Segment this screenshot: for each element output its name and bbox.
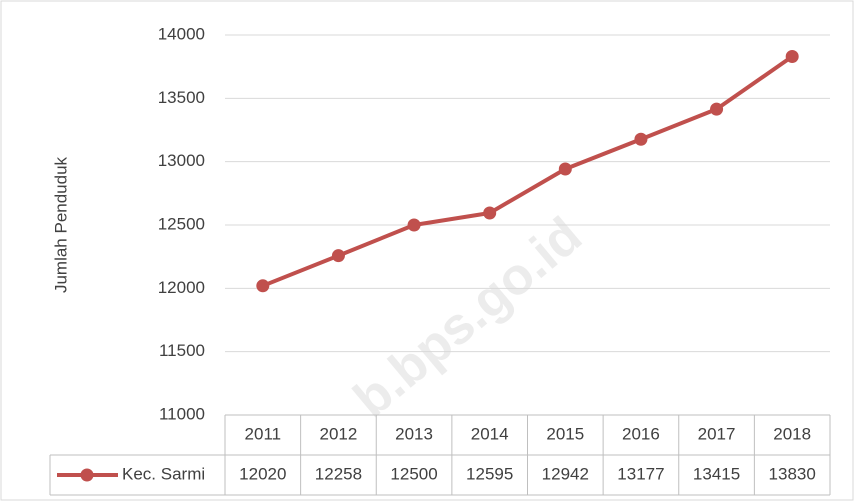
- x-tick-label: 2011: [245, 424, 282, 443]
- y-tick-label: 11500: [159, 341, 205, 360]
- series-line: [262, 54, 794, 288]
- y-tick-label: 12000: [158, 278, 205, 297]
- legend-label: Kec. Sarmi: [122, 464, 205, 483]
- x-tick-label: 2018: [773, 424, 811, 443]
- x-tick-label: 2015: [546, 424, 584, 443]
- y-tick-label: 11000: [159, 404, 205, 423]
- table-value: 13415: [693, 464, 740, 483]
- y-tick-label: 14000: [158, 24, 205, 43]
- x-tick-label: 2014: [471, 424, 509, 443]
- table-value: 13177: [617, 464, 664, 483]
- table-value: 12942: [542, 464, 589, 483]
- y-tick-label: 13500: [158, 88, 205, 107]
- table-value: 12020: [239, 464, 286, 483]
- data-point: [407, 218, 421, 232]
- legend-marker: [80, 468, 94, 482]
- data-point: [785, 50, 799, 64]
- data-point: [558, 162, 572, 176]
- data-point: [256, 279, 270, 293]
- x-tick-label: 2017: [698, 424, 736, 443]
- data-point: [710, 102, 724, 116]
- y-tick-label: 13000: [158, 151, 205, 170]
- y-axis-label: Jumlah Penduduk: [51, 156, 70, 293]
- data-point: [634, 132, 648, 146]
- y-tick-label: 12500: [158, 214, 205, 233]
- data-point: [331, 249, 345, 263]
- table-value: 12595: [466, 464, 513, 483]
- table-value: 13830: [769, 464, 816, 483]
- table-value: 12500: [390, 464, 437, 483]
- x-tick-label: 2013: [395, 424, 433, 443]
- x-tick-label: 2012: [320, 424, 358, 443]
- data-point: [483, 206, 497, 220]
- x-tick-label: 2016: [622, 424, 660, 443]
- table-value: 12258: [315, 464, 362, 483]
